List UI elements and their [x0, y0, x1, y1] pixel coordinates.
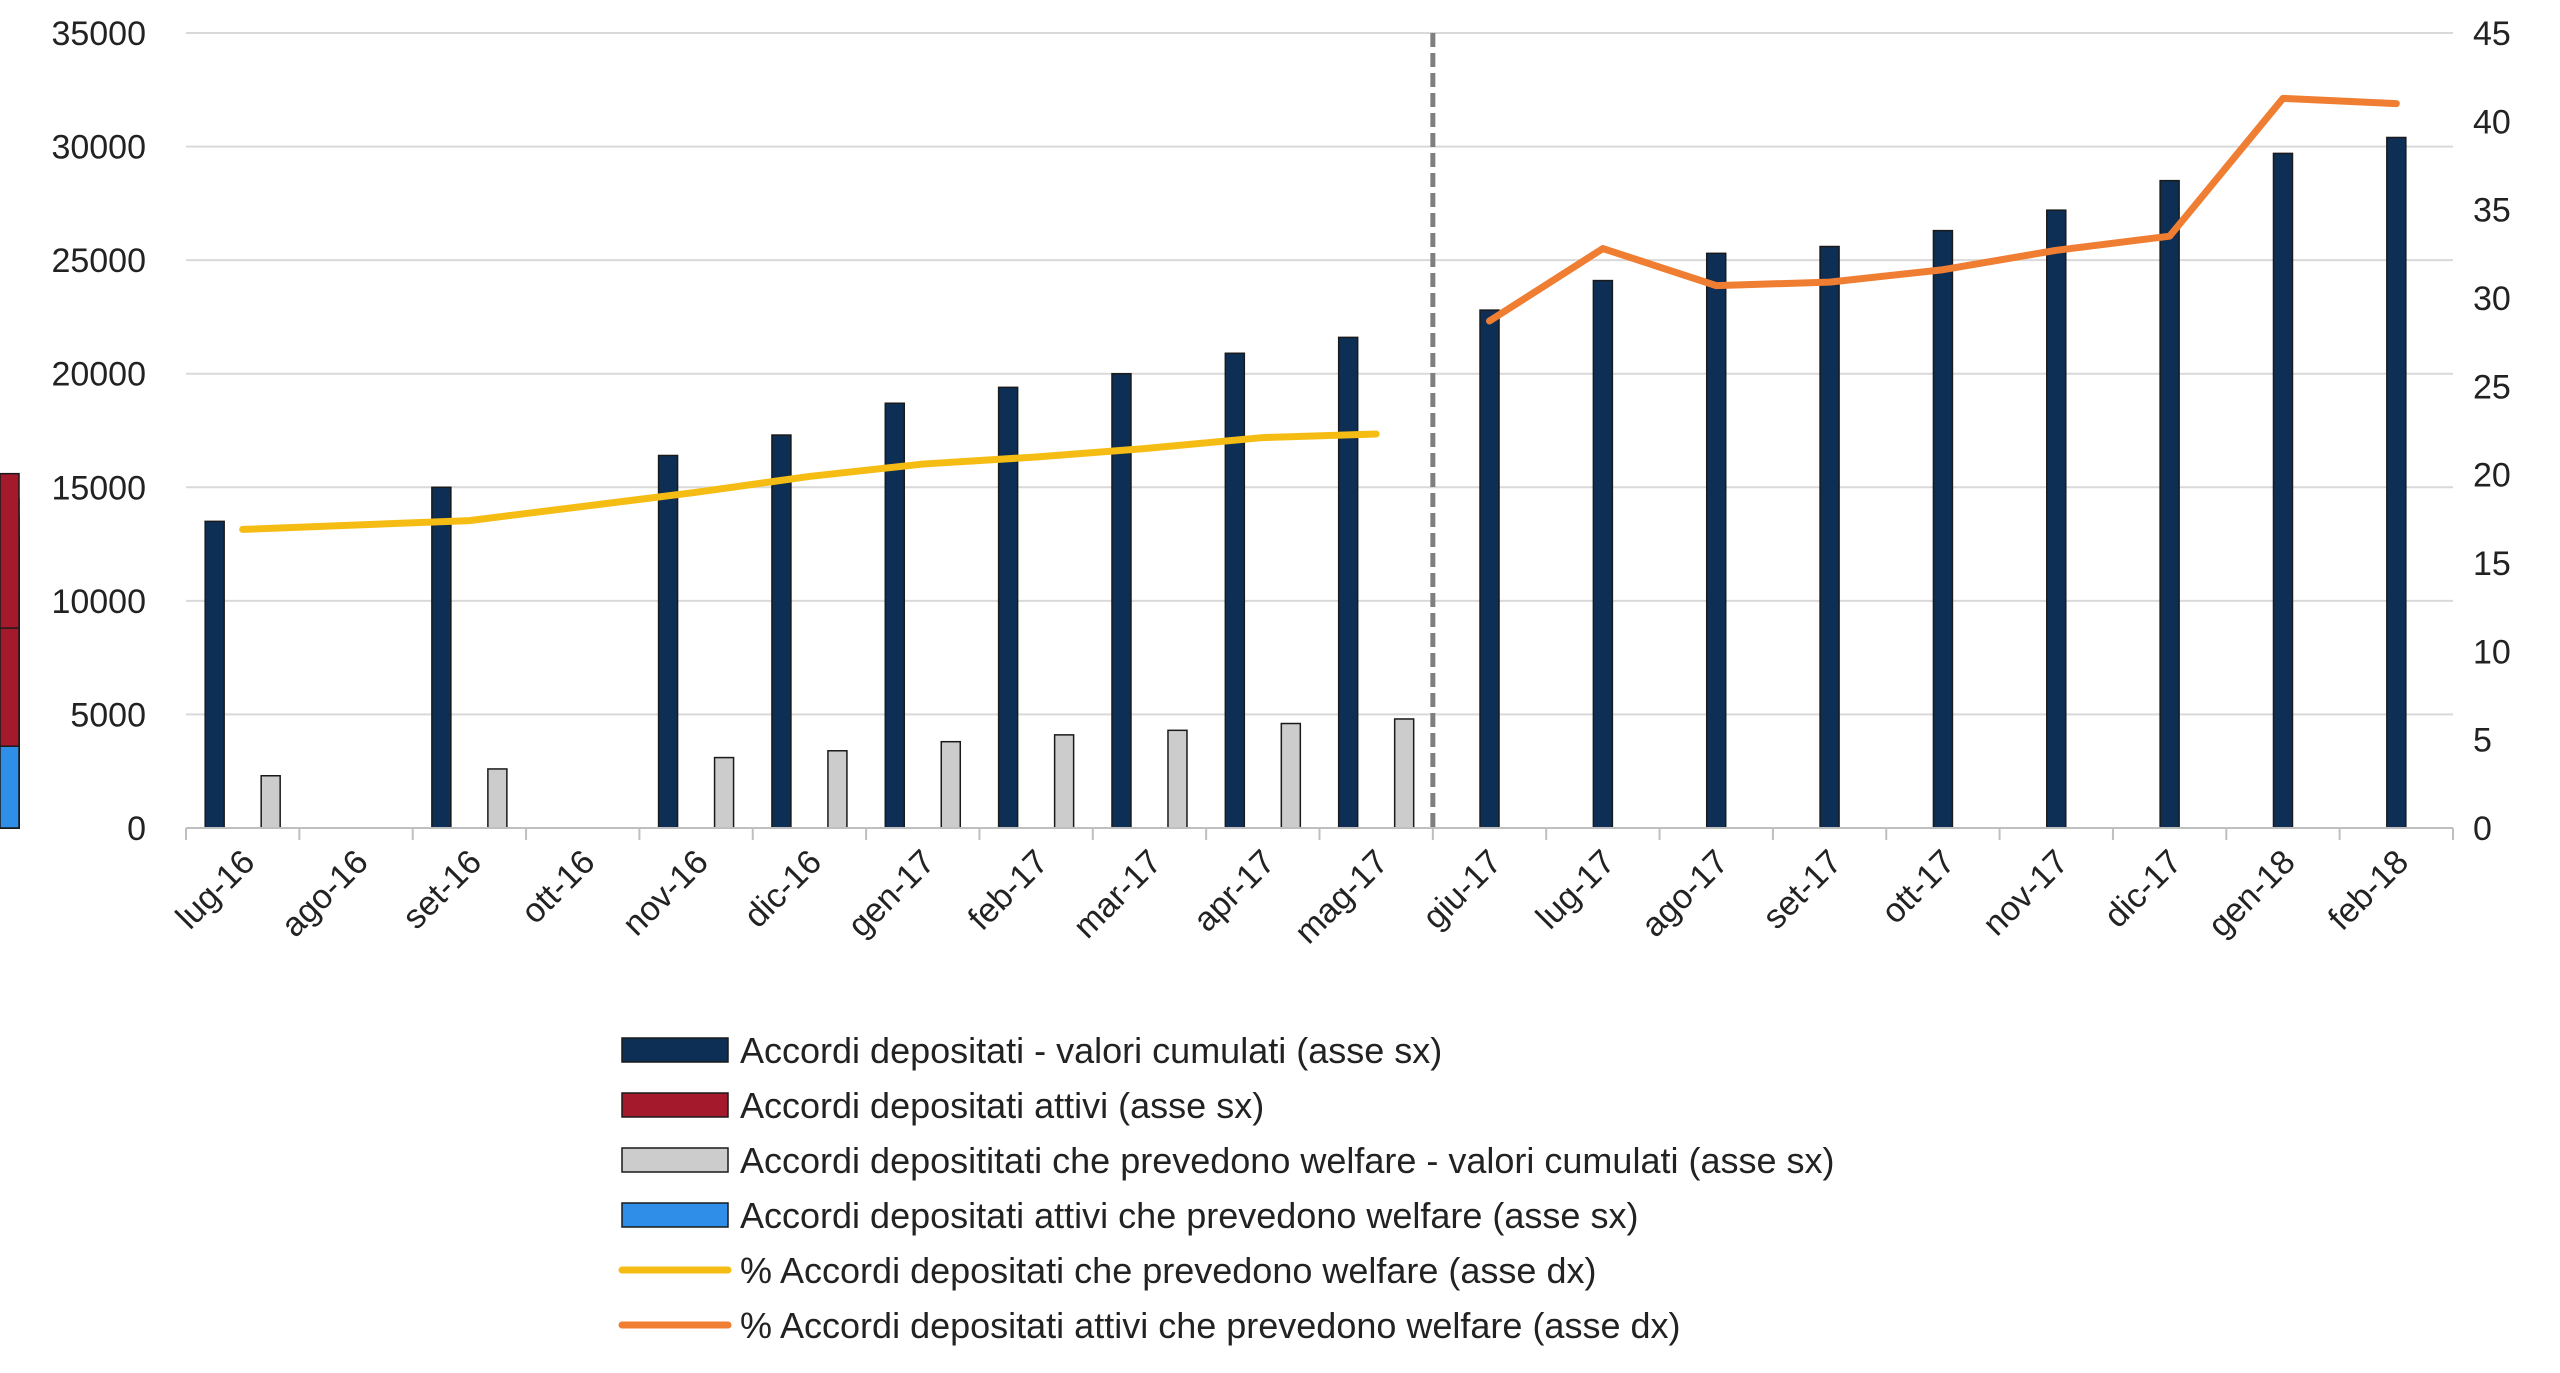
bar [1592, 279, 1614, 829]
x-tick-label: set-16 [395, 843, 489, 937]
x-tick-label: feb-17 [961, 843, 1056, 938]
gridlines [186, 32, 2453, 716]
y-right-tick-label: 0 [2473, 810, 2492, 848]
bar [1224, 352, 1246, 829]
legend-label: % Accordi depositati attivi che prevedon… [740, 1305, 1680, 1346]
bar-marks [0, 136, 2407, 829]
bar [260, 775, 281, 829]
x-tick-label: mar-17 [1066, 843, 1169, 946]
y-right-tick-label: 35 [2473, 192, 2511, 230]
bar [1705, 252, 1727, 829]
bar [2046, 209, 2067, 829]
bar [657, 454, 679, 829]
bar [1337, 336, 1359, 829]
bar [940, 740, 962, 829]
line-series [239, 94, 2400, 533]
bar [487, 768, 508, 829]
bar [2272, 152, 2294, 829]
bar [2159, 179, 2180, 829]
legend-label: % Accordi depositati che prevedono welfa… [740, 1250, 1596, 1291]
y-left-tick-label: 35000 [51, 15, 146, 53]
y-left-tick-label: 15000 [51, 469, 146, 507]
x-tick-label: ago-16 [274, 843, 376, 945]
y-right-tick-label: 30 [2473, 280, 2511, 318]
bar [997, 386, 1019, 829]
x-tick-label: nov-17 [1976, 843, 2076, 943]
legend: Accordi depositati - valori cumulati (as… [618, 1030, 1834, 1346]
bar [771, 434, 792, 829]
bar [1111, 372, 1132, 829]
x-tick-label: ott-17 [1874, 843, 1962, 931]
x-tick-label: apr-17 [1186, 843, 1282, 939]
x-tick-label: dic-17 [2097, 843, 2189, 935]
y-left-tick-label: 20000 [51, 356, 146, 394]
y-right-tick-label: 15 [2473, 545, 2511, 583]
x-tick-label: lug-17 [1529, 843, 1623, 937]
legend-label: Accordi depositati - valori cumulati (as… [740, 1030, 1442, 1071]
x-tick-label: ago-17 [1634, 843, 1736, 945]
y-left-tick-label: 0 [127, 810, 146, 848]
y-right-tick-label: 25 [2473, 368, 2511, 406]
x-tick-label: nov-16 [615, 843, 715, 943]
series-line [1486, 94, 2400, 325]
y-right-tick-label: 40 [2473, 103, 2511, 141]
y-left-tick-label: 30000 [51, 129, 146, 167]
x-tick-label: ott-16 [514, 843, 602, 931]
y-left-tick-label: 10000 [51, 583, 146, 621]
legend-label: Accordi deposititati che prevedono welfa… [740, 1140, 1834, 1181]
bar [1053, 734, 1075, 829]
bar [1280, 722, 1302, 829]
bar [204, 520, 225, 829]
legend-swatch [621, 1202, 729, 1228]
legend-swatch [621, 1147, 729, 1173]
y-left-tick-label: 25000 [51, 242, 146, 280]
bar [713, 756, 735, 829]
series-line [239, 430, 1380, 533]
bar [1932, 229, 1954, 829]
legend-swatch [621, 1037, 729, 1063]
bar [1819, 245, 1840, 829]
legend-label: Accordi depositati attivi (asse sx) [740, 1085, 1264, 1126]
y-right-tick-label: 5 [2473, 722, 2492, 760]
bar [1167, 729, 1188, 829]
y-right-tick-label: 45 [2473, 15, 2511, 53]
x-tick-label: gen-17 [841, 843, 943, 945]
x-tick-label: feb-18 [2321, 843, 2416, 938]
y-left-tick-label: 5000 [70, 696, 146, 734]
bar [431, 486, 452, 829]
y-right-tick-label: 20 [2473, 457, 2511, 495]
x-tick-label: dic-16 [737, 843, 829, 935]
y-right-tick-label: 10 [2473, 633, 2511, 671]
bar [1393, 718, 1415, 829]
x-tick-label: set-17 [1756, 843, 1850, 937]
x-tick-label: gen-18 [2201, 843, 2303, 945]
bar [1479, 309, 1500, 829]
x-tick-label: giu-17 [1415, 843, 1509, 937]
bar [827, 750, 848, 829]
legend-label: Accordi depositati attivi che prevedono … [740, 1195, 1638, 1236]
bar [2386, 136, 2407, 829]
legend-swatch [621, 1092, 729, 1118]
x-tick-label: lug-16 [169, 843, 263, 937]
bar [0, 745, 20, 829]
x-tick-label: mag-17 [1287, 843, 1395, 951]
